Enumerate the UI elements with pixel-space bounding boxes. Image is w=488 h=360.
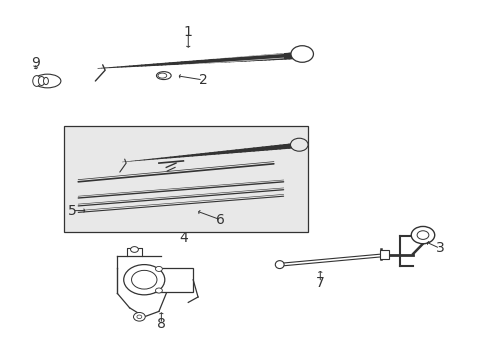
Circle shape bbox=[155, 266, 162, 271]
Bar bbox=[379, 250, 388, 259]
Text: 3: 3 bbox=[435, 242, 444, 255]
Text: 1: 1 bbox=[183, 26, 192, 39]
Circle shape bbox=[137, 315, 142, 319]
Ellipse shape bbox=[275, 261, 284, 269]
Text: 6: 6 bbox=[215, 213, 224, 226]
FancyBboxPatch shape bbox=[63, 126, 307, 232]
Circle shape bbox=[290, 46, 313, 62]
Circle shape bbox=[290, 138, 307, 151]
Text: 9: 9 bbox=[31, 56, 40, 70]
Text: 5: 5 bbox=[68, 204, 77, 217]
Circle shape bbox=[416, 231, 428, 239]
Circle shape bbox=[131, 270, 157, 289]
Circle shape bbox=[410, 226, 434, 244]
Text: 8: 8 bbox=[157, 317, 165, 331]
Circle shape bbox=[123, 265, 164, 295]
Text: 4: 4 bbox=[179, 231, 187, 244]
Ellipse shape bbox=[34, 74, 61, 88]
Ellipse shape bbox=[33, 76, 41, 86]
Ellipse shape bbox=[43, 77, 48, 85]
Ellipse shape bbox=[158, 73, 166, 78]
Circle shape bbox=[133, 312, 145, 321]
Text: 2: 2 bbox=[198, 73, 207, 87]
Ellipse shape bbox=[156, 72, 171, 80]
Ellipse shape bbox=[38, 77, 44, 85]
Circle shape bbox=[130, 247, 138, 252]
Text: 7: 7 bbox=[315, 276, 324, 289]
Circle shape bbox=[155, 288, 162, 293]
Bar bbox=[134, 268, 193, 292]
